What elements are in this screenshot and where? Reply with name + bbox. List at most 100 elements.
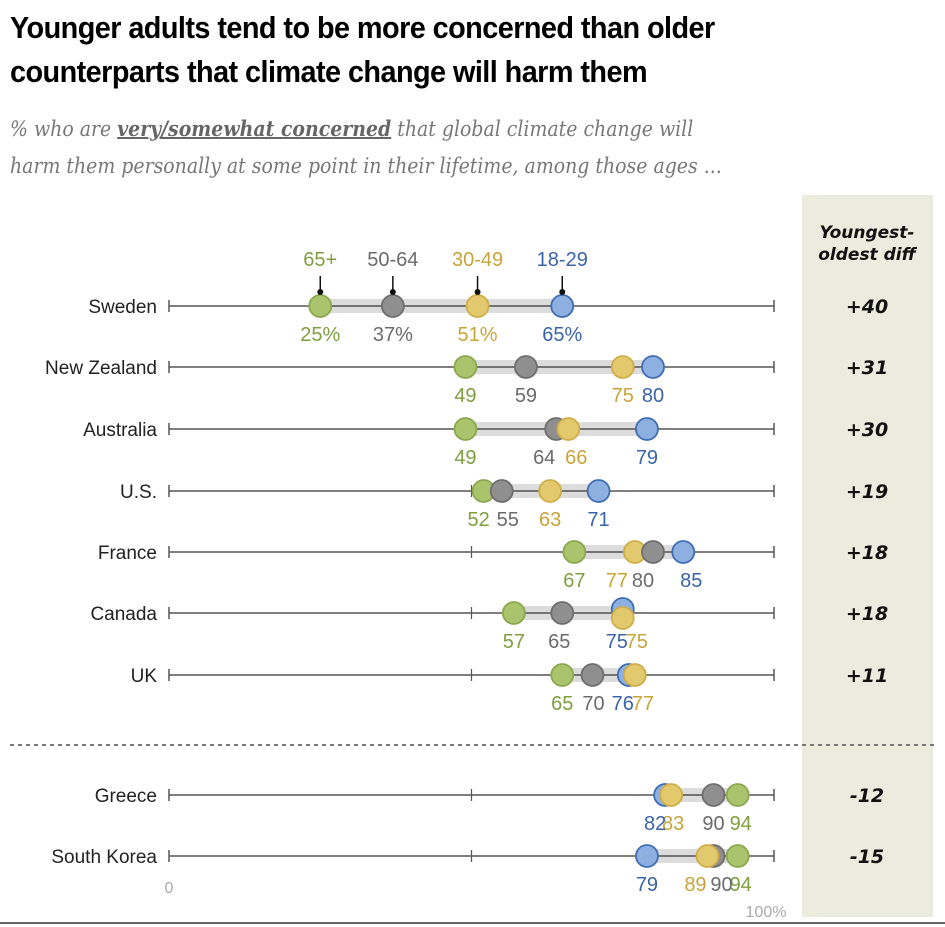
bottom-rule <box>0 922 945 924</box>
value-label-18-29: 85 <box>680 570 702 592</box>
value-label-50-64: 55 <box>497 509 519 531</box>
value-label-30-49: 75 <box>612 385 634 407</box>
subtitle-suffix: that global climate change will <box>391 117 694 141</box>
diff-value: +31 <box>846 357 888 379</box>
value-label-30-49: 77 <box>632 693 654 715</box>
value-label-50-64: 59 <box>515 385 537 407</box>
dot-50-64 <box>489 479 514 503</box>
x-tick-label-100: 100% <box>746 904 787 921</box>
dot-30-49 <box>610 606 635 630</box>
diff-value: +18 <box>846 542 888 564</box>
dot-18-29 <box>671 540 696 564</box>
legend-label-30-49: 30-49 <box>452 249 503 271</box>
value-label-65plus: 57 <box>503 631 525 653</box>
value-label-50-64: 70 <box>582 693 604 715</box>
value-label-18-29: 71 <box>587 509 609 531</box>
dot-18-29 <box>586 479 611 503</box>
value-label-18-29: 65% <box>542 324 582 346</box>
dot-65plus <box>725 844 750 868</box>
subtitle-emphasis: very/somewhat concerned <box>117 116 392 141</box>
dot-65plus <box>453 355 478 379</box>
value-label-65plus: 94 <box>730 874 752 896</box>
diff-value: +40 <box>846 296 888 318</box>
country-label: France <box>98 543 157 564</box>
country-label: Canada <box>90 604 157 625</box>
dot-18-29 <box>635 417 659 441</box>
value-label-18-29: 79 <box>636 874 658 896</box>
value-label-18-29: 79 <box>636 447 658 469</box>
country-label: U.S. <box>120 482 157 503</box>
value-label-18-29: 82 <box>644 813 666 835</box>
dot-50-64 <box>550 601 575 625</box>
value-label-18-29: 75 <box>606 631 628 653</box>
value-label-18-29: 76 <box>612 693 634 715</box>
country-label: South Korea <box>51 847 157 868</box>
value-label-30-49: 75 <box>626 631 648 653</box>
legend-leader-dot <box>474 289 481 295</box>
legend-leader-dot <box>559 289 566 295</box>
legend-label-50-64: 50-64 <box>367 249 418 271</box>
value-label-65plus: 67 <box>563 570 585 592</box>
dot-50-64 <box>514 355 538 379</box>
diff-value: -15 <box>850 846 884 868</box>
dot-18-29 <box>641 355 665 379</box>
value-label-30-49: 77 <box>606 570 628 592</box>
value-label-65plus: 49 <box>454 447 476 469</box>
country-label: Sweden <box>88 297 157 318</box>
chart-title: Younger adults tend to be more concerned… <box>10 6 875 94</box>
country-label: Greece <box>95 786 157 807</box>
legend-label-65plus: 65+ <box>303 249 337 271</box>
value-label-65plus: 25% <box>300 324 340 346</box>
diff-value: +11 <box>846 665 888 687</box>
subtitle-line-2: harm them personally at some point in th… <box>10 154 722 178</box>
country-label: New Zealand <box>45 358 157 379</box>
dot-30-49 <box>622 663 647 687</box>
dot-30-49 <box>659 783 684 807</box>
value-label-50-64: 80 <box>632 570 654 592</box>
value-label-50-64: 90 <box>702 813 724 835</box>
x-tick-label-0: 0 <box>165 880 174 897</box>
subtitle-prefix: % who are <box>10 117 118 141</box>
dot-65plus <box>725 783 750 807</box>
value-label-50-64: 90 <box>710 874 732 896</box>
country-label: Australia <box>83 420 157 441</box>
diff-value: +19 <box>846 481 888 503</box>
dot-30-49 <box>465 294 490 318</box>
chart-subtitle: % who are very/somewhat concerned that g… <box>10 110 847 185</box>
diff-value: +30 <box>846 419 888 441</box>
value-label-30-49: 66 <box>565 447 587 469</box>
dot-65plus <box>308 294 333 318</box>
value-label-30-49: 63 <box>539 509 561 531</box>
dot-50-64 <box>641 540 665 564</box>
value-label-30-49: 89 <box>684 874 706 896</box>
dot-50-64 <box>380 294 405 318</box>
diff-header-line-1: Youngest- <box>819 223 914 243</box>
value-label-65plus: 65 <box>551 693 573 715</box>
legend-label-18-29: 18-29 <box>537 249 588 271</box>
dot-18-29 <box>635 844 659 868</box>
dot-30-49 <box>695 844 720 868</box>
diff-header-line-2: oldest diff <box>818 245 917 265</box>
dot-18-29 <box>550 294 575 318</box>
dot-65plus <box>501 601 526 625</box>
title-line-1: Younger adults tend to be more concerned… <box>10 10 715 45</box>
subtitle-line-1: % who are very/somewhat concerned that g… <box>10 110 847 148</box>
dot-65plus <box>562 540 587 564</box>
dot-30-49 <box>556 417 581 441</box>
value-label-65plus: 52 <box>467 509 489 531</box>
value-label-18-29: 80 <box>642 385 664 407</box>
value-label-65plus: 94 <box>730 813 752 835</box>
legend-leader-dot <box>389 289 396 295</box>
country-label: UK <box>131 666 158 687</box>
legend-leader-dot <box>317 289 324 295</box>
dot-65plus <box>453 417 478 441</box>
value-label-65plus: 49 <box>454 385 476 407</box>
value-label-50-64: 65 <box>548 631 570 653</box>
diff-column-background <box>802 195 933 917</box>
diff-value: +18 <box>846 603 888 625</box>
dot-50-64 <box>580 663 605 687</box>
dot-65plus <box>550 663 575 687</box>
diff-value: -12 <box>850 785 884 807</box>
value-label-30-49: 51% <box>458 324 498 346</box>
